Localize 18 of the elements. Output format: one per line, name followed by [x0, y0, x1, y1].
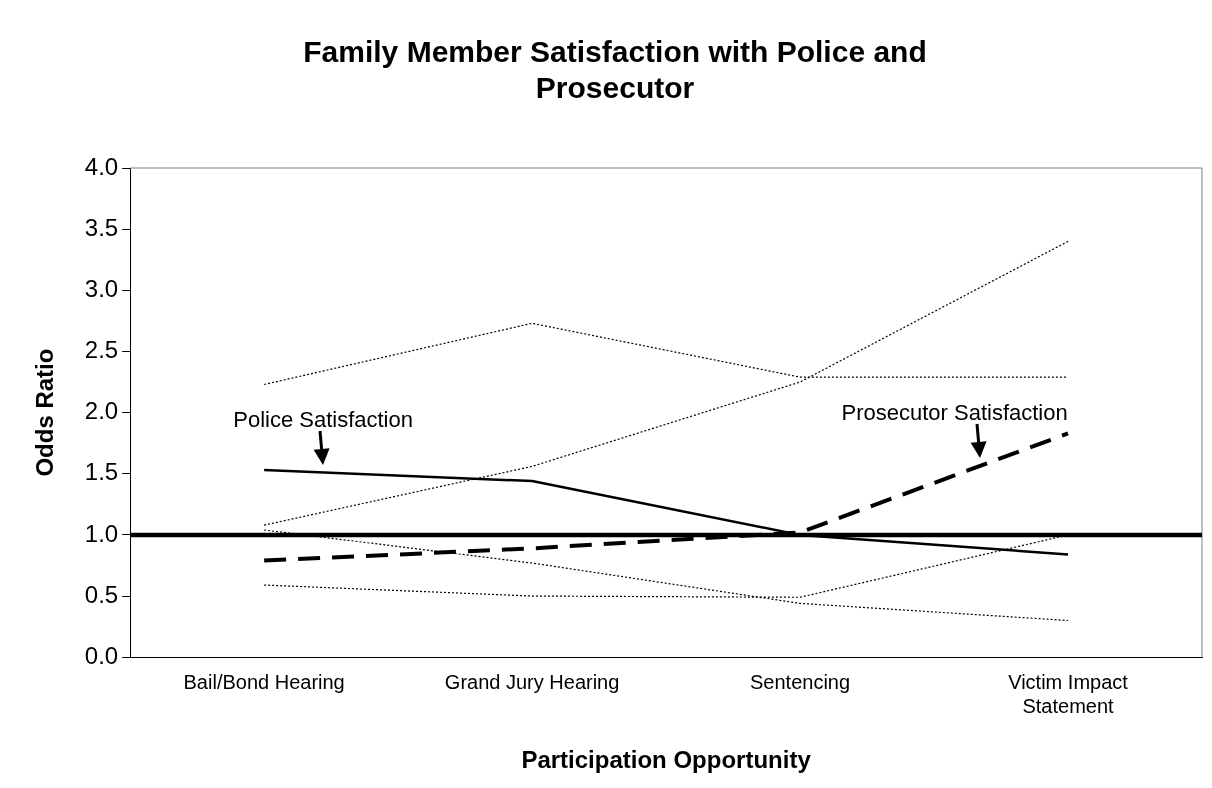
y-tick-label: 3.5 [84, 213, 119, 241]
x-axis-title: Participation Opportunity [521, 746, 812, 774]
y-tick-label: 4.0 [84, 152, 119, 180]
y-tick-label: 2.5 [84, 336, 119, 364]
text: Police Satisfaction [233, 406, 413, 432]
y-tick-label: 1.5 [84, 458, 119, 486]
y-tick-label: 2.0 [84, 397, 119, 425]
x-tick-label: Sentencing [750, 670, 851, 693]
y-tick-label: 0.0 [84, 641, 119, 669]
x-tick-label: Victim Impact Statement [1008, 670, 1129, 717]
chart-title: Family Member Satisfaction with Police and Prosecutor [303, 35, 927, 105]
y-tick-label: 3.0 [84, 274, 119, 302]
x-tick-label: Bail/Bond Hearing [183, 670, 345, 693]
series-label: Prosecutor Satisfaction [841, 400, 1068, 426]
y-tick-label: 1.0 [84, 519, 119, 547]
y-axis-title: Odds Ratio [31, 348, 59, 477]
y-tick-label: 0.5 [84, 580, 119, 608]
x-tick-label: Grand Jury Hearing [444, 670, 620, 693]
